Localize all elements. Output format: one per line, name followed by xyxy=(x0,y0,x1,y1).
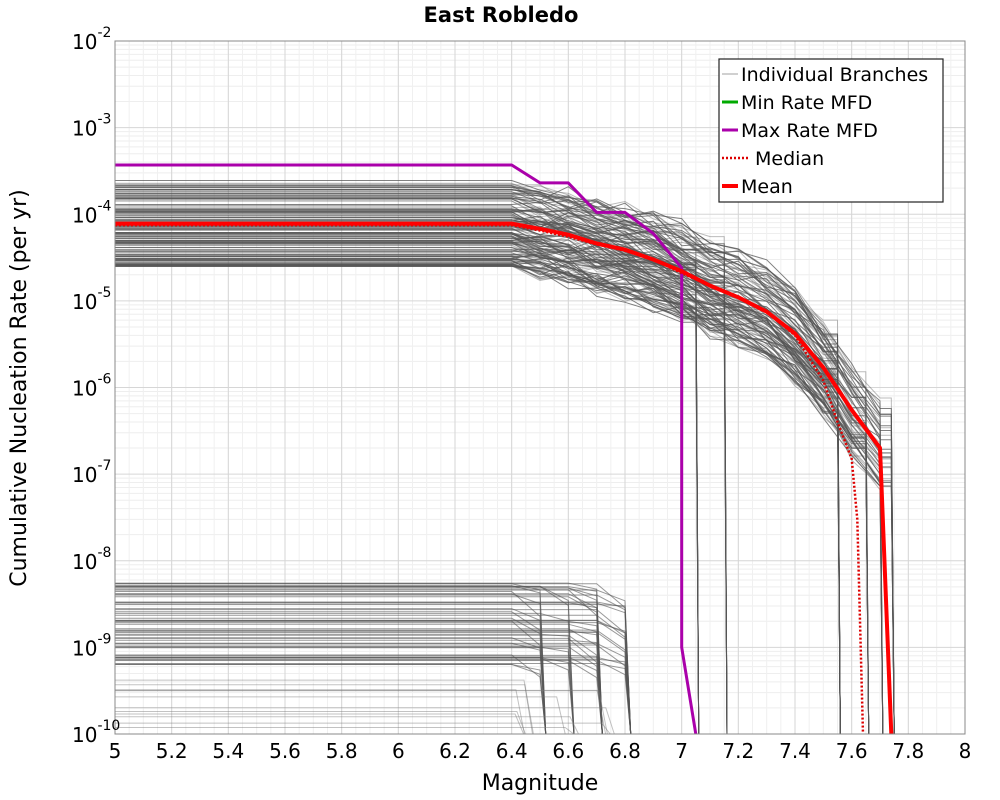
individual-branch-line xyxy=(115,209,700,735)
individual-branch-line xyxy=(115,195,841,735)
x-tick-label: 7.8 xyxy=(892,739,924,763)
legend-label: Max Rate MFD xyxy=(741,120,878,142)
y-tick-label: 10-5 xyxy=(72,285,111,314)
individual-branch-line xyxy=(115,208,895,735)
y-tick-label: 10-2 xyxy=(72,25,111,54)
individual-branch-line xyxy=(115,183,841,735)
x-tick-label: 7 xyxy=(675,739,688,763)
legend-label: Individual Branches xyxy=(741,64,928,86)
individual-branch-line xyxy=(115,238,895,735)
individual-branch-line xyxy=(115,727,575,735)
x-tick-label: 5.6 xyxy=(269,739,301,763)
x-tick-label: 5.8 xyxy=(326,739,358,763)
individual-branch-line xyxy=(115,201,841,735)
individual-branch-line xyxy=(115,185,841,735)
individual-branch-line xyxy=(115,197,841,735)
x-tick-label: 6.2 xyxy=(439,739,471,763)
x-tick-label: 6 xyxy=(392,739,405,763)
individual-branch-line xyxy=(115,587,603,735)
y-axis-title: Cumulative Nucleation Rate (per yr) xyxy=(7,189,32,587)
individual-branch-line xyxy=(115,209,728,735)
x-tick-label: 5.4 xyxy=(212,739,244,763)
individual-branch-line xyxy=(115,663,632,735)
individual-branch-line xyxy=(115,251,728,735)
x-axis-title: Magnitude xyxy=(482,771,599,796)
individual-branch-line xyxy=(115,210,895,735)
legend: Individual Branches Min Rate MFD Max Rate … xyxy=(718,58,944,203)
legend-box xyxy=(718,58,944,203)
individual-branch-line xyxy=(115,188,841,735)
individual-branch-line xyxy=(115,633,575,735)
legend-label: Min Rate MFD xyxy=(741,92,872,114)
individual-branch-line xyxy=(115,604,632,735)
individual-branch-line xyxy=(115,182,895,735)
x-tick-label: 6.8 xyxy=(609,739,641,763)
individual-branch-line xyxy=(115,689,607,735)
y-tick-label: 10-3 xyxy=(72,112,111,141)
max-rate-mfd-line xyxy=(115,163,698,735)
legend-label: Median xyxy=(755,148,824,170)
y-tick-label: 10-9 xyxy=(72,631,111,660)
individual-branch-line xyxy=(115,689,525,735)
y-tick-label: 10-10 xyxy=(72,718,120,747)
individual-branch-line xyxy=(115,219,841,735)
summary-series-layer xyxy=(115,163,894,735)
x-tick-label: 5.2 xyxy=(156,739,188,763)
x-tick-label: 7.4 xyxy=(779,739,811,763)
individual-branch-line xyxy=(115,679,533,735)
individual-branch-line xyxy=(115,707,615,735)
individual-branch-line xyxy=(115,637,547,735)
individual-branch-line xyxy=(115,711,526,735)
individual-branch-line xyxy=(115,696,566,735)
mean-line xyxy=(115,221,894,735)
individual-branch-line xyxy=(115,227,895,735)
individual-branch-line xyxy=(115,186,728,735)
x-tick-label: 8 xyxy=(959,739,972,763)
individual-branch-line xyxy=(115,716,579,735)
individual-branch-line xyxy=(115,254,728,735)
y-tick-labels: 10-2 10-3 10-4 10-5 10-6 10-7 10-8 10-9 10-10 xyxy=(72,25,120,747)
x-tick-label: 6.4 xyxy=(496,739,528,763)
y-tick-label: 10-7 xyxy=(72,458,111,487)
individual-branch-line xyxy=(115,585,575,735)
individual-branch-line xyxy=(115,713,525,735)
individual-branch-line xyxy=(115,236,895,735)
individual-branch-line xyxy=(115,690,608,735)
individual-branch-line xyxy=(115,684,534,735)
x-tick-label: 7.2 xyxy=(722,739,754,763)
x-tick-label: 6.6 xyxy=(552,739,584,763)
x-tick-label: 5 xyxy=(109,739,122,763)
individual-branch-line xyxy=(115,639,603,735)
individual-branch-line xyxy=(115,184,728,735)
plot-frame xyxy=(114,40,966,735)
y-tick-label: 10-8 xyxy=(72,545,111,574)
x-tick-label: 7.6 xyxy=(836,739,868,763)
individual-branch-line xyxy=(115,208,728,735)
individual-branch-line xyxy=(115,192,870,735)
individual-branch-line xyxy=(115,265,700,735)
individual-branch-line xyxy=(115,620,632,735)
y-tick-label: 10-6 xyxy=(72,372,112,401)
individual-branch-line xyxy=(115,646,603,735)
legend-label: Mean xyxy=(741,176,793,198)
individual-branch-line xyxy=(115,213,700,735)
x-tick-labels: 5 5.2 5.4 5.6 5.8 6 6.2 6.4 6.6 6.8 7 7.2 7.4 7.6 7.8 8 xyxy=(109,739,972,763)
chart-title: East Robledo xyxy=(424,3,579,27)
individual-branch-line xyxy=(115,722,611,735)
individual-branch-line xyxy=(115,585,547,735)
individual-branch-line xyxy=(115,262,895,735)
individual-branch-line xyxy=(115,620,603,735)
y-tick-label: 10-4 xyxy=(72,198,112,227)
individual-branch-line xyxy=(115,265,895,735)
individual-branch-line xyxy=(115,265,700,735)
